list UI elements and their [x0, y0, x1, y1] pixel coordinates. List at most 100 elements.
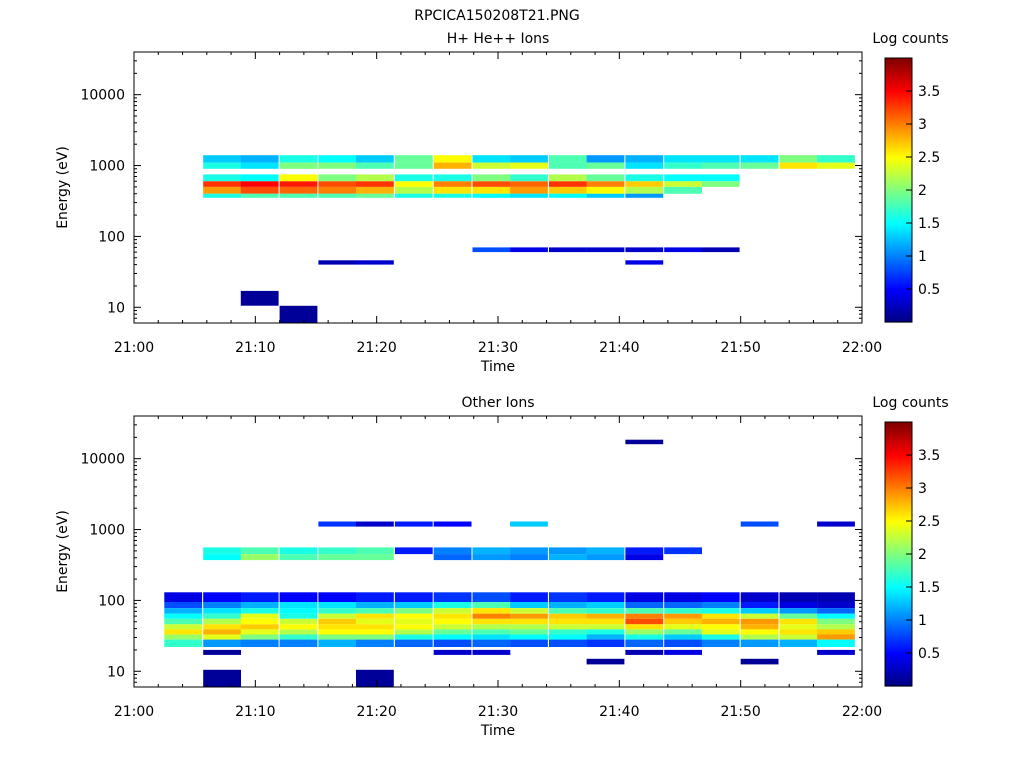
colorbar-step: [885, 262, 912, 265]
colorbar-step: [885, 218, 912, 221]
heatmap-cell: [472, 649, 511, 655]
colorbar-step: [885, 430, 912, 433]
heatmap-cell: [586, 162, 625, 169]
colorbar-step: [885, 260, 912, 263]
colorbar-step: [885, 538, 912, 541]
heatmap-cell: [394, 592, 433, 602]
heatmap-cell: [549, 639, 587, 647]
heatmap-cell: [510, 181, 548, 187]
heatmap-cell: [664, 155, 702, 163]
heatmap-cell: [549, 181, 587, 187]
heatmap-cell: [625, 155, 664, 163]
heatmap-cell: [394, 629, 433, 635]
colorbar-step: [885, 484, 912, 487]
colorbar-step: [885, 66, 912, 69]
colorbar-step: [885, 630, 912, 633]
heatmap-cell: [394, 521, 433, 527]
colorbar-step: [885, 682, 912, 685]
colorbar-step: [885, 244, 912, 247]
colorbar-tick-label: 3: [918, 117, 927, 133]
heatmap-cell: [586, 639, 625, 647]
colorbar-label: Log counts: [872, 31, 948, 47]
heatmap-cell: [240, 618, 279, 625]
heatmap-cell: [586, 547, 625, 555]
heatmap-cell: [625, 181, 664, 187]
heatmap-cell: [356, 618, 394, 625]
colorbar-step: [885, 266, 912, 269]
heatmap-cell: [279, 629, 318, 635]
heatmap-cell: [510, 602, 548, 609]
colorbar-step: [885, 486, 912, 489]
x-tick-label: 21:50: [720, 340, 760, 356]
colorbar-step: [885, 528, 912, 531]
heatmap-cell: [549, 602, 587, 609]
heatmap-cell: [779, 613, 818, 619]
heatmap-cell: [318, 629, 357, 635]
colorbar-step: [885, 466, 912, 469]
colorbar-step: [885, 558, 912, 561]
colorbar-step: [885, 596, 912, 599]
heatmap-cell: [625, 247, 664, 253]
colorbar-step: [885, 642, 912, 645]
heatmap-cell: [203, 554, 241, 561]
heatmap-cell: [433, 155, 472, 163]
heatmap-cell: [203, 629, 241, 635]
heatmap-cell: [586, 658, 625, 665]
colorbar-step: [885, 462, 912, 465]
colorbar-step: [885, 646, 912, 649]
heatmap-cell: [279, 181, 318, 187]
heatmap-cell: [318, 260, 357, 265]
colorbar-step: [885, 468, 912, 471]
heatmap-cell: [625, 639, 664, 647]
heatmap-cell: [279, 155, 318, 163]
heatmap-cell: [586, 155, 625, 163]
heatmap-cell: [394, 634, 433, 640]
colorbar-step: [885, 230, 912, 233]
colorbar-step: [885, 284, 912, 287]
heatmap-cell: [779, 618, 818, 625]
colorbar-step: [885, 92, 912, 95]
heatmap-cell: [625, 162, 664, 169]
colorbar-step: [885, 106, 912, 109]
heatmap-cell: [318, 547, 357, 555]
y-tick-label: 1000: [89, 523, 125, 539]
heatmap-cell: [240, 592, 279, 602]
heatmap-cell: [203, 639, 241, 647]
colorbar-step: [885, 640, 912, 643]
heatmap-cell: [472, 618, 511, 625]
colorbar-step: [885, 540, 912, 543]
colorbar-step: [885, 548, 912, 551]
colorbar-step: [885, 120, 912, 123]
heatmap-cell: [740, 608, 779, 614]
heatmap-cell: [203, 634, 241, 640]
y-tick-label: 10: [107, 664, 125, 680]
x-tick-label: 21:10: [235, 704, 275, 720]
colorbar-step: [885, 304, 912, 307]
colorbar-step: [885, 316, 912, 319]
colorbar-step: [885, 668, 912, 671]
heatmap-cell: [664, 624, 702, 630]
heatmap-cell: [549, 547, 587, 555]
heatmap-cell: [510, 186, 548, 194]
colorbar-step: [885, 510, 912, 513]
heatmap-cell: [510, 521, 548, 527]
colorbar-tick-label: 1: [918, 613, 927, 629]
heatmap-cell: [664, 174, 702, 182]
heatmap-cell: [625, 547, 664, 555]
colorbar-step: [885, 228, 912, 231]
colorbar-step: [885, 78, 912, 81]
heatmap-cell: [779, 629, 818, 635]
colorbar-step: [885, 302, 912, 305]
colorbar-step: [885, 672, 912, 675]
colorbar-step: [885, 148, 912, 151]
colorbar-step: [885, 164, 912, 167]
colorbar-tick-label: 2.5: [918, 514, 940, 530]
heatmap-cell: [164, 618, 203, 625]
colorbar-step: [885, 258, 912, 261]
heatmap-cell: [203, 602, 241, 609]
heatmap-cell: [472, 155, 511, 163]
heatmap-cell: [164, 613, 203, 619]
colorbar-step: [885, 276, 912, 279]
colorbar-step: [885, 146, 912, 149]
heatmap-cell: [701, 247, 740, 253]
